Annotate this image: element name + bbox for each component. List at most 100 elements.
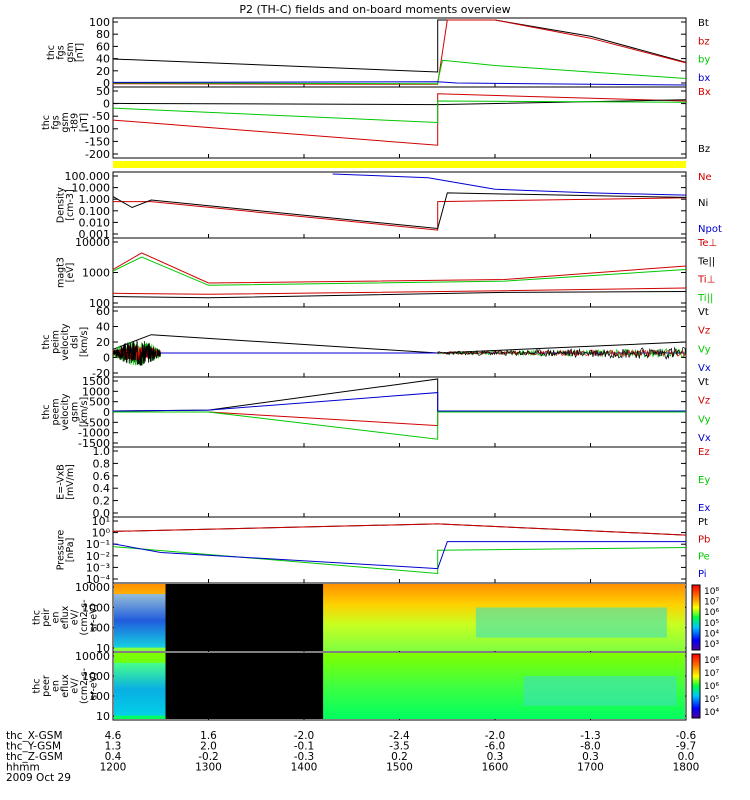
ephemeris-label: hhmm: [6, 762, 40, 774]
series-fgs_gsm-by: [112, 59, 687, 85]
y-tick-label: 80: [96, 28, 110, 41]
ephemeris-value: 0.3: [487, 751, 504, 763]
y-axis-label: eflux: [60, 674, 71, 698]
y-tick-label: 10000: [75, 581, 110, 594]
y-axis-label: (cm2-s-: [79, 668, 90, 704]
y-axis-label: thc: [32, 610, 43, 625]
y-axis-label: en: [51, 612, 62, 624]
y-tick-label: 1.000: [79, 193, 111, 206]
y-axis-label: fgs: [55, 45, 66, 59]
legend-Ni: Ni: [698, 198, 708, 209]
colorbar-label: 10⁵: [704, 619, 719, 629]
y-axis-label: peer: [41, 675, 52, 697]
panel-frame: [112, 306, 687, 378]
y-tick-label: 10⁰: [92, 527, 111, 540]
series-fgs_gsm-bz: [112, 19, 687, 85]
ephemeris-value: 0.2: [391, 751, 408, 763]
y-axis-label: [eV]: [65, 263, 76, 283]
legend-Ne: Ne: [698, 172, 712, 183]
y-axis-label: eflux: [60, 605, 71, 629]
y-tick-label: 0.0: [93, 507, 111, 520]
ephemeris-label: thc_Y-GSM: [6, 741, 61, 753]
y-tick-label: -150: [85, 135, 110, 148]
y-tick-label: 40: [96, 53, 110, 66]
y-axis-label: velocity: [60, 393, 71, 431]
series-fgs_gsm-Bt: [112, 19, 687, 73]
colorbar-label: 10⁷: [704, 669, 719, 679]
ephemeris-value: 1400: [291, 762, 318, 774]
ephemeris-value: 1500: [386, 762, 413, 774]
y-tick-label: 1000: [82, 385, 110, 398]
panel-temperature: 10000 1000 100 magt3[eV] Te⊥ Te|| Ti⊥ Ti||: [55, 236, 717, 310]
series-peem_velocity-Vz: [113, 411, 686, 427]
y-tick-label: 1000: [82, 267, 110, 280]
y-axis-label: fgs: [51, 115, 62, 129]
series-peem_velocity-Vt: [112, 378, 686, 412]
y-tick-label: 40: [96, 321, 110, 334]
panel-frame: [112, 446, 687, 518]
y-axis-label: thc: [41, 115, 52, 130]
y-axis-label: thc: [32, 679, 43, 694]
legend-Vy: Vy: [698, 414, 711, 425]
colorbar-label: 10⁴: [704, 708, 719, 718]
ephemeris-value: -0.1: [294, 741, 315, 753]
y-tick-label: 1.0: [93, 445, 111, 458]
legend-Bz: Bz: [698, 144, 710, 155]
y-axis-label: Pressure: [55, 530, 66, 571]
ephemeris-value: 4.6: [105, 730, 122, 742]
y-tick-label: 10⁻⁴: [86, 573, 111, 586]
colorbar-label: 10⁷: [704, 598, 719, 608]
y-tick-label: 10000: [75, 650, 110, 663]
y-axis-label: Density: [55, 187, 66, 223]
y-axis-label: gsm: [70, 402, 81, 422]
y-tick-label: 100: [89, 622, 110, 635]
legend-bx: bx: [698, 73, 710, 84]
ephemeris-value: -1.3: [580, 730, 601, 742]
y-tick-label: 0.2: [93, 495, 111, 508]
series-temperature-Ti||: [112, 256, 687, 286]
y-tick-label: 0.8: [93, 457, 111, 470]
y-tick-label: 10.000: [72, 182, 111, 195]
ephemeris-value: 1.3: [105, 741, 122, 753]
y-axis-label: [cm-3]: [65, 189, 76, 220]
series-pressure-Pi: [112, 541, 686, 570]
y-axis-label: [nPa]: [65, 538, 76, 563]
ephemeris-value: 0.3: [582, 751, 599, 763]
series-pressure-Pb: [112, 523, 687, 536]
ephemeris-value: 1300: [195, 762, 222, 774]
y-tick-label: 10: [96, 642, 110, 655]
y-axis-label: [mV/m]: [65, 464, 76, 500]
spectrogram-core: [114, 594, 167, 648]
spectrogram-core: [114, 662, 167, 716]
legend-Pb: Pb: [698, 534, 710, 545]
y-tick-label: -50: [92, 110, 110, 123]
panel-frame: [112, 516, 687, 584]
ephemeris-value: -0.2: [198, 751, 219, 763]
y-tick-label: 0.100: [79, 205, 111, 218]
y-tick-label: 100: [89, 690, 110, 703]
y-axis-label: sr-eV): [89, 672, 100, 700]
velocity-noise-trace: [437, 349, 687, 359]
series-temperature-Te⊥: [112, 287, 687, 295]
y-tick-label: 0: [103, 98, 110, 111]
ephemeris-value: 0.4: [105, 751, 122, 763]
y-axis-label: E=-VxB: [55, 464, 66, 499]
y-axis-label: dsl: [70, 335, 81, 349]
y-axis-label: (cm2-s-: [79, 599, 90, 635]
colorbar-label: 10⁸: [704, 656, 719, 666]
y-axis-label: peem: [51, 399, 62, 426]
y-tick-label: 20: [96, 336, 110, 349]
panel-frame: [112, 17, 687, 88]
series-density-Ni: [112, 192, 687, 230]
spectrogram-data-gap: [165, 653, 324, 719]
y-tick-label: 0: [103, 406, 110, 419]
y-tick-label: 0.6: [93, 470, 111, 483]
y-axis-label: thc: [46, 45, 57, 60]
spectrogram-feature: [475, 607, 667, 638]
legend-Pi: Pi: [698, 569, 707, 580]
y-axis-label: [km/s]: [79, 327, 90, 357]
ephemeris-value: -2.0: [485, 730, 506, 742]
series-density-Ne: [113, 197, 687, 231]
y-tick-label: 10⁻³: [86, 561, 110, 574]
